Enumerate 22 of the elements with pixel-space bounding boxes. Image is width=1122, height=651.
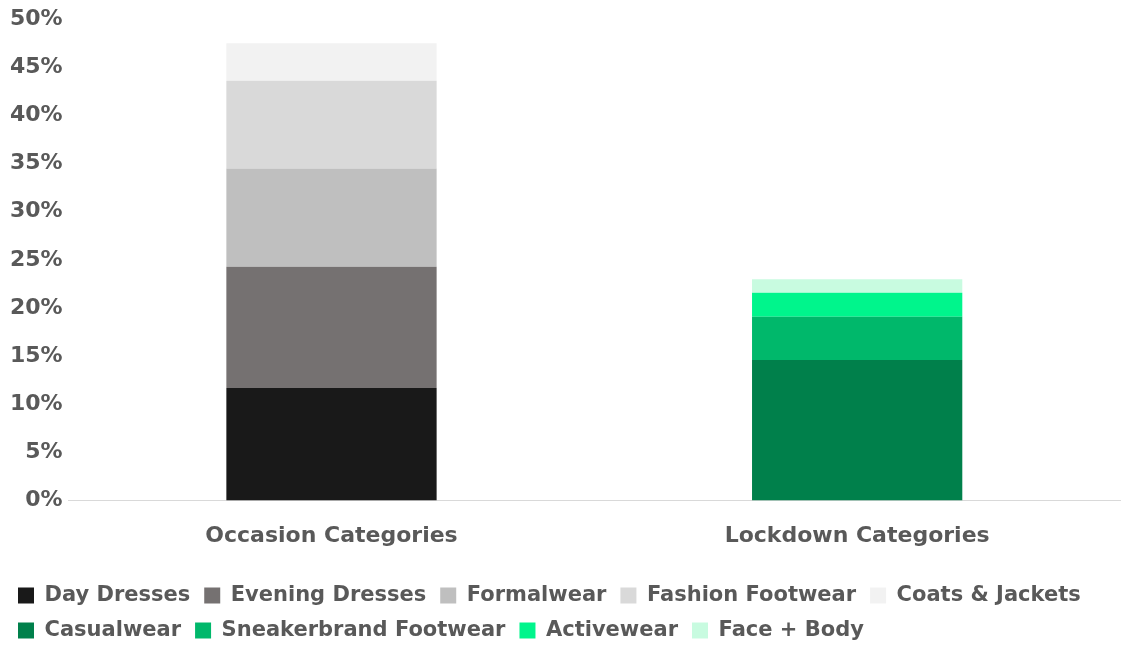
legend-label: Activewear [545,616,679,641]
y-tick-label: 35% [9,149,63,175]
y-tick-label: 10% [9,390,63,416]
y-tick-label: 40% [9,101,63,127]
y-tick-label: 45% [9,53,63,79]
y-tick-label: 0% [25,486,63,512]
x-tick-label: Lockdown Categories [724,521,990,547]
y-tick-label: 30% [9,197,63,223]
y-tick-label: 50% [9,4,63,30]
legend-label: Coats & Jackets [896,581,1081,606]
legend-label: Sneakerbrand Footwear [221,616,507,641]
legend-label: Face + Body [718,616,865,641]
x-tick-label: Occasion Categories [205,521,458,547]
legend-label: Day Dresses [44,581,191,606]
legend-label: Fashion Footwear [646,581,857,606]
y-tick-label: 25% [9,245,63,271]
y-tick-label: 20% [9,293,63,319]
legend-label: Evening Dresses [230,581,427,606]
y-tick-label: 15% [9,341,63,367]
y-tick-label: 5% [25,438,63,464]
legend-label: Formalwear [466,581,608,606]
legend-label: Casualwear [44,616,182,641]
